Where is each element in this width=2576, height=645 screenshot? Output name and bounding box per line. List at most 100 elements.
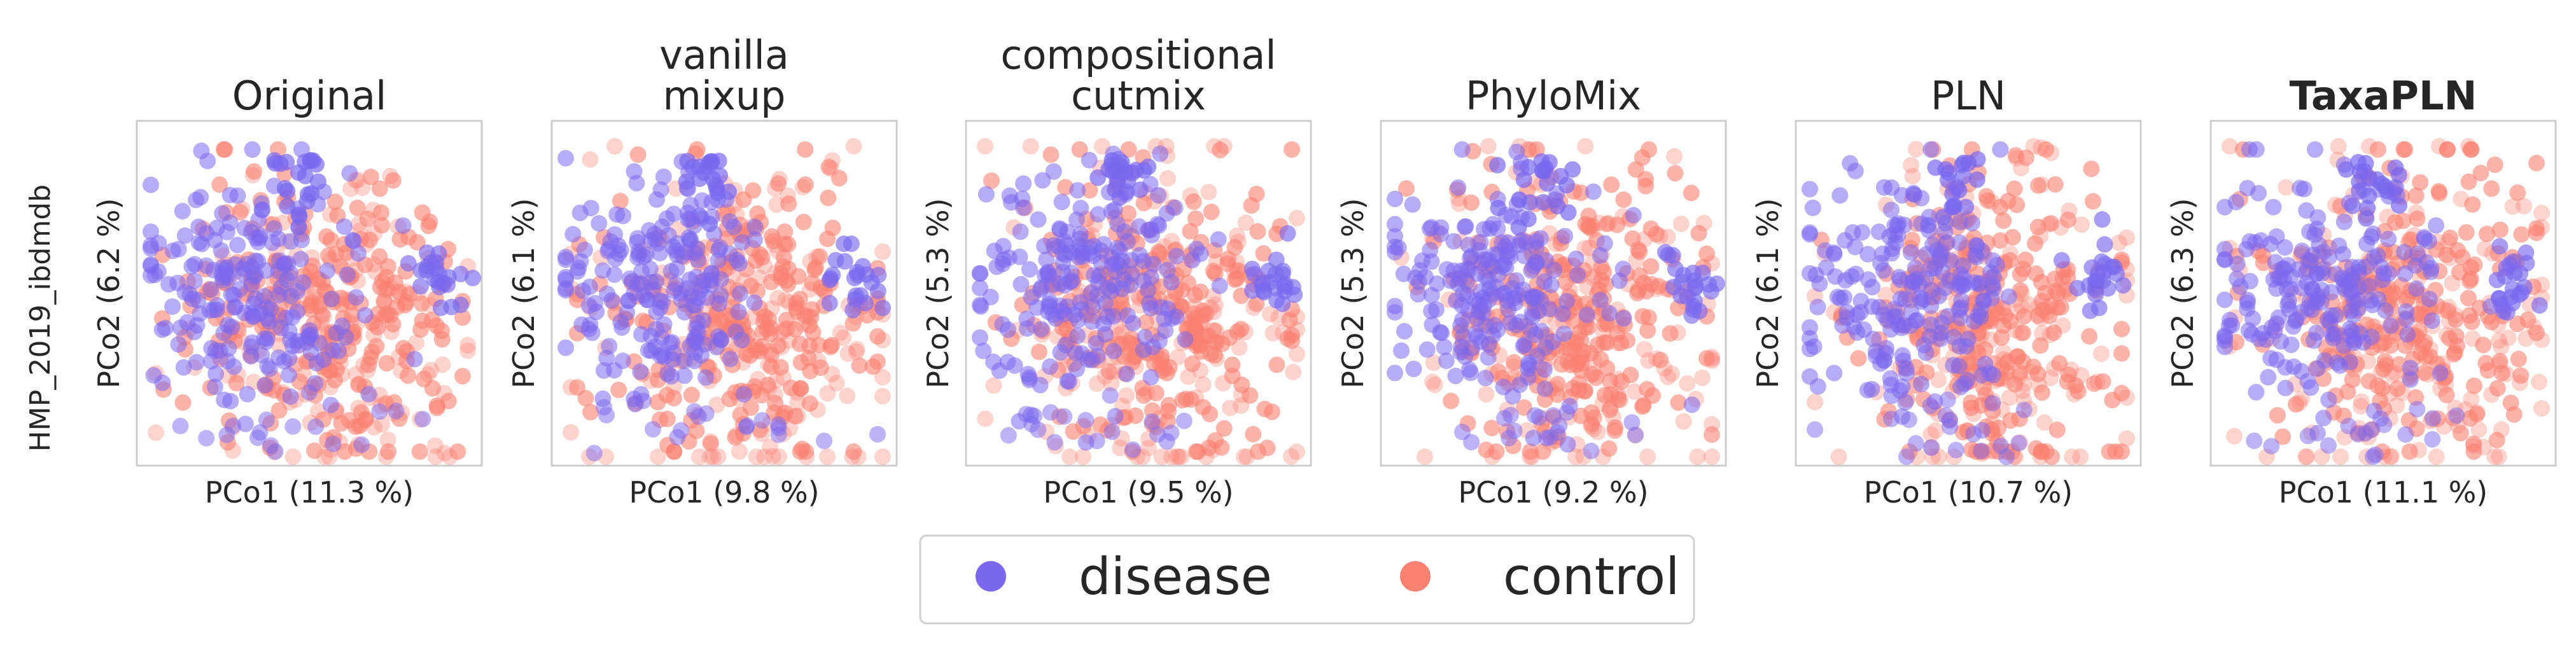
control-point [985, 377, 1002, 394]
control-point [454, 368, 471, 385]
disease-point [237, 415, 254, 433]
disease-point [208, 219, 225, 237]
control-point [413, 295, 430, 312]
control-point [2032, 337, 2049, 354]
disease-point [1966, 313, 1983, 330]
disease-point [672, 285, 689, 302]
row-label: HMP_2019_ibdmdb [24, 184, 57, 452]
disease-point [1069, 182, 1086, 199]
control-point [2113, 321, 2130, 338]
control-point [2101, 443, 2118, 460]
disease-point [1942, 252, 1959, 269]
disease-point [1131, 181, 1149, 198]
disease-point [1103, 203, 1120, 220]
disease-point [1903, 277, 1921, 295]
disease-point [822, 270, 839, 287]
disease-point [1096, 326, 1114, 343]
control-point [2006, 180, 2023, 197]
disease-point [214, 269, 232, 286]
disease-point [1396, 322, 1413, 340]
control-point [2037, 141, 2054, 158]
control-point [2001, 252, 2019, 269]
disease-point [1036, 237, 1053, 254]
disease-point [685, 296, 702, 314]
disease-point [1872, 355, 1889, 372]
control-point [2389, 380, 2406, 398]
disease-point [150, 235, 167, 252]
disease-point [265, 220, 283, 237]
control-point [858, 307, 876, 324]
control-point [2360, 373, 2377, 390]
control-point [2479, 225, 2496, 242]
disease-point [322, 396, 339, 413]
control-point [819, 385, 836, 402]
disease-point [281, 322, 298, 340]
disease-point [1983, 290, 2000, 307]
disease-point [1900, 411, 1917, 428]
control-point [374, 217, 391, 234]
disease-point [2241, 141, 2258, 158]
disease-point [712, 330, 729, 347]
disease-point [1422, 242, 1439, 259]
control-point [1194, 399, 1212, 416]
disease-point [1157, 322, 1174, 339]
disease-point [1038, 251, 1055, 268]
disease-point [2383, 317, 2400, 335]
disease-point [2216, 291, 2233, 309]
disease-point [1541, 154, 1558, 171]
disease-point [2248, 384, 2265, 401]
disease-point [1274, 295, 1291, 312]
control-point [874, 368, 891, 385]
control-point [1159, 403, 1177, 420]
control-point [702, 448, 719, 465]
disease-point [188, 354, 205, 371]
control-point [2297, 448, 2314, 465]
control-point [1182, 223, 1199, 240]
disease-point [836, 253, 853, 270]
disease-point [847, 291, 864, 308]
control-point [2025, 358, 2042, 375]
disease-point [991, 362, 1008, 379]
control-point [1203, 204, 1220, 221]
disease-point [1069, 327, 1086, 344]
disease-point [2448, 407, 2465, 424]
control-point [2490, 448, 2507, 465]
control-point [232, 204, 249, 221]
control-point [1609, 324, 1626, 342]
disease-point [1615, 310, 1632, 327]
disease-point [1279, 225, 1296, 242]
disease-point [2315, 410, 2332, 427]
control-point [426, 437, 444, 454]
disease-point [1809, 298, 1826, 316]
disease-point [2293, 363, 2310, 380]
disease-point [999, 321, 1016, 338]
disease-point [273, 279, 290, 296]
control-point [1184, 355, 1201, 372]
control-point [1483, 419, 1501, 436]
control-point [384, 172, 402, 189]
disease-point [1450, 179, 1467, 196]
control-point [2047, 176, 2064, 193]
control-point [2048, 421, 2066, 438]
disease-point [2229, 255, 2246, 272]
control-point [2081, 328, 2098, 345]
disease-point [270, 252, 288, 269]
disease-point [1501, 429, 1518, 447]
control-point [1178, 391, 1195, 408]
control-point [776, 235, 793, 253]
control-point [796, 307, 813, 324]
control-point [2015, 308, 2033, 325]
disease-point [2279, 296, 2297, 313]
disease-point [1432, 324, 1449, 341]
disease-point [175, 359, 192, 376]
disease-point [1600, 305, 1618, 322]
disease-point [2239, 295, 2256, 312]
legend-marker-control [1400, 561, 1431, 592]
disease-point [2277, 359, 2294, 376]
disease-point [1948, 179, 1965, 196]
disease-point [1480, 349, 1497, 366]
disease-point [1870, 299, 1887, 316]
control-point [333, 415, 350, 432]
control-point [343, 307, 360, 324]
disease-point [225, 358, 242, 375]
